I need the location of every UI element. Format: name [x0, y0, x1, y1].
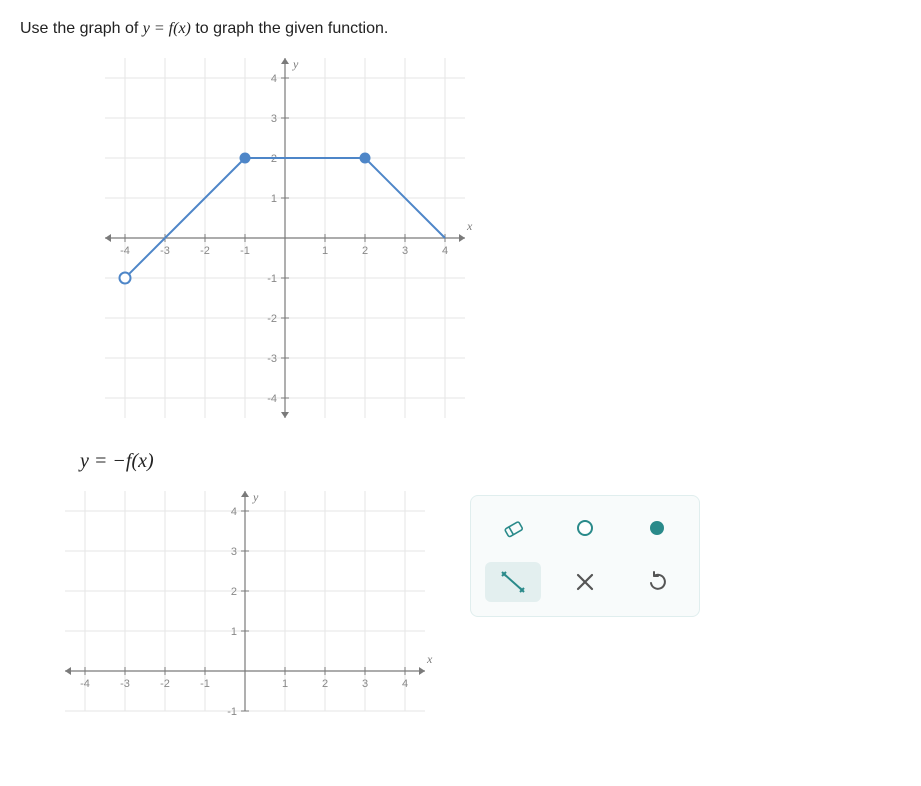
prompt-math: y = f(x): [143, 20, 191, 37]
svg-text:-1: -1: [227, 706, 237, 718]
svg-text:x: x: [426, 652, 433, 666]
svg-text:3: 3: [231, 546, 237, 558]
given-graph-container: -4-3-2-11234-4-3-2-11234xy: [80, 52, 901, 432]
svg-text:3: 3: [271, 113, 277, 125]
svg-text:-4: -4: [267, 393, 277, 405]
svg-text:-1: -1: [200, 678, 210, 690]
undo-tool[interactable]: [629, 562, 685, 602]
svg-text:4: 4: [231, 506, 237, 518]
open-point-tool[interactable]: [557, 508, 613, 548]
answer-graph[interactable]: -4 -3 -2 -1 1 2 3 4 -1 1 2 3 4 x y: [40, 485, 450, 725]
delete-tool[interactable]: [557, 562, 613, 602]
svg-text:1: 1: [231, 626, 237, 638]
svg-text:4: 4: [442, 245, 448, 257]
svg-text:-1: -1: [240, 245, 250, 257]
question-prompt: Use the graph of y = f(x) to graph the g…: [20, 20, 901, 38]
svg-text:-2: -2: [267, 313, 277, 325]
svg-text:4: 4: [402, 678, 408, 690]
eraser-tool[interactable]: [485, 508, 541, 548]
svg-text:3: 3: [402, 245, 408, 257]
svg-text:2: 2: [362, 245, 368, 257]
svg-text:1: 1: [271, 193, 277, 205]
svg-text:x: x: [466, 219, 473, 233]
svg-text:-3: -3: [267, 353, 277, 365]
svg-text:2: 2: [322, 678, 328, 690]
svg-text:-2: -2: [160, 678, 170, 690]
given-graph: -4-3-2-11234-4-3-2-11234xy: [80, 52, 490, 432]
segment-tool[interactable]: [485, 562, 541, 602]
answer-row: -4 -3 -2 -1 1 2 3 4 -1 1 2 3 4 x y: [40, 485, 901, 725]
svg-text:-4: -4: [80, 678, 90, 690]
closed-point-tool[interactable]: [629, 508, 685, 548]
svg-text:3: 3: [362, 678, 368, 690]
svg-text:1: 1: [322, 245, 328, 257]
svg-text:y: y: [252, 490, 259, 504]
prompt-suffix: to graph the given function.: [195, 20, 388, 37]
svg-text:-3: -3: [120, 678, 130, 690]
svg-text:-4: -4: [120, 245, 130, 257]
svg-text:-3: -3: [160, 245, 170, 257]
svg-text:2: 2: [231, 586, 237, 598]
svg-text:4: 4: [271, 73, 277, 85]
drawing-toolbar: [470, 495, 700, 617]
prompt-prefix: Use the graph of: [20, 20, 143, 37]
svg-text:1: 1: [282, 678, 288, 690]
target-equation: y = −f(x): [80, 450, 901, 473]
svg-text:-1: -1: [267, 273, 277, 285]
svg-text:y: y: [292, 57, 299, 71]
svg-text:-2: -2: [200, 245, 210, 257]
